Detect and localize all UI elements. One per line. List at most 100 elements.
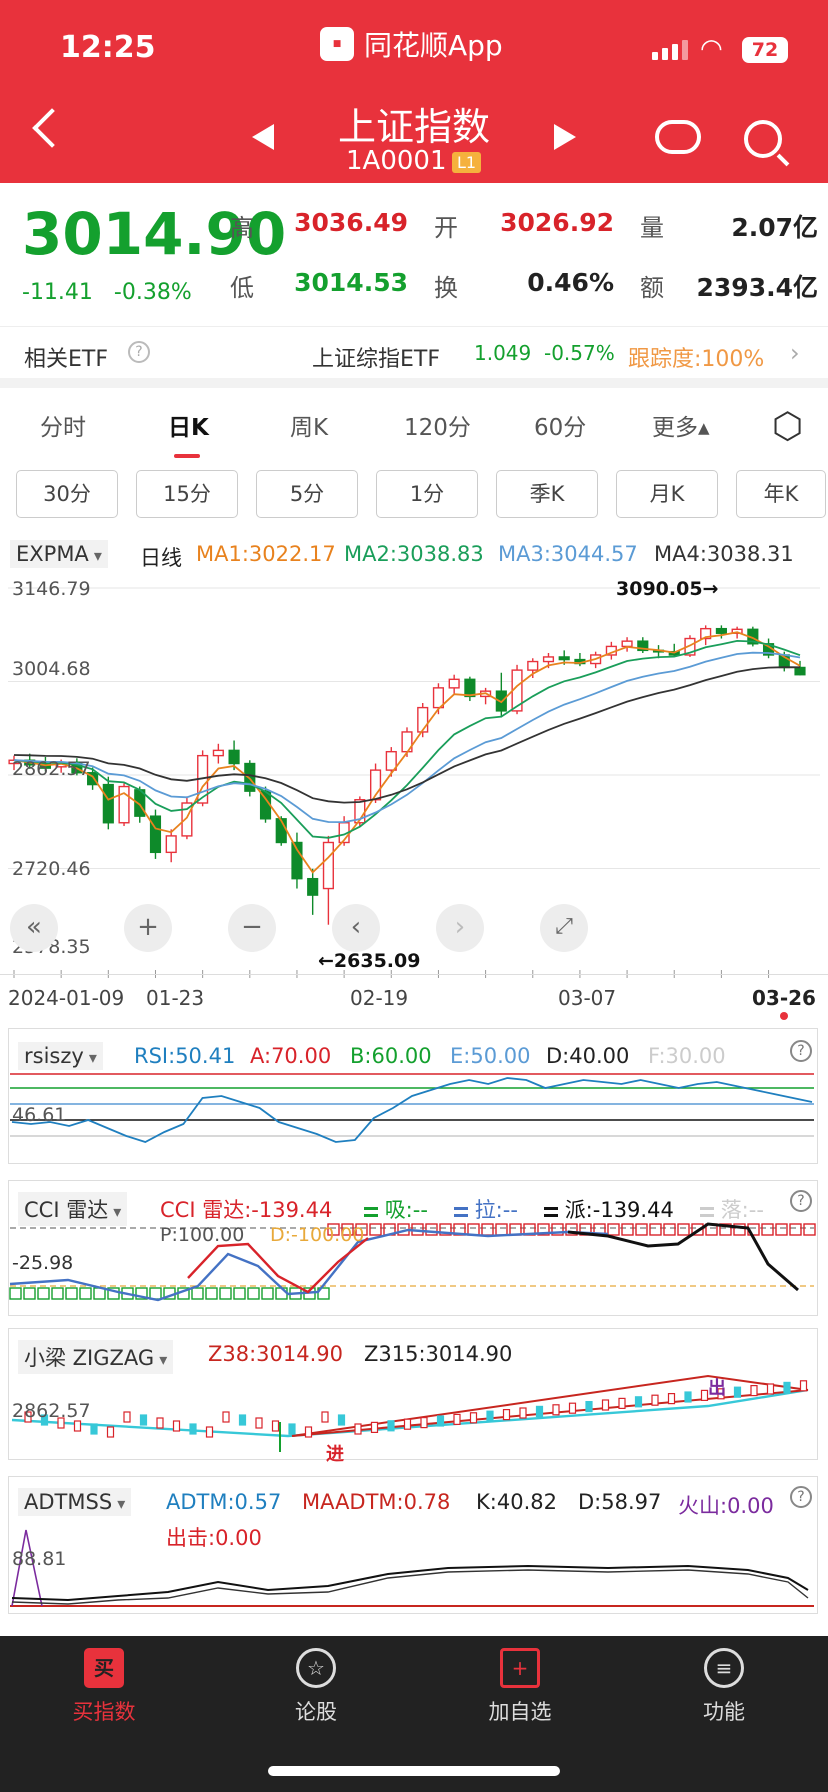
candle-body [385,750,397,771]
adtm-panel[interactable] [8,1476,818,1614]
zigzag-candle [370,1421,379,1434]
functions-label: 功能 [703,1700,745,1724]
period-quarter-k-button[interactable]: 季K [496,470,598,518]
zoom-in-button[interactable]: + [124,904,172,952]
zigzag-candle [57,1417,65,1429]
candle-body [228,749,240,765]
tab-daily-k[interactable]: 日K [168,415,209,441]
next-stock-button[interactable] [554,124,576,150]
battery-icon: 72 [742,37,788,63]
zigzag-candle [502,1408,511,1421]
add-watchlist-button[interactable]: + 加自选 [460,1648,580,1726]
period-15min-button[interactable]: 15分 [136,470,238,518]
adtm-dropdown[interactable]: ADTMSS [18,1488,132,1516]
cci-red-box [565,1223,578,1236]
back-button[interactable] [32,108,72,148]
related-etf-row[interactable]: 相关ETF ? 上证综指ETF 1.049 -0.57% 跟踪度:100% › [0,326,828,378]
zigzag-candle [700,1389,709,1401]
robot-icon[interactable] [655,120,701,154]
adtm-name: ADTMSS [24,1490,125,1514]
search-icon[interactable] [744,120,782,158]
period-5min-button[interactable]: 5分 [256,470,358,518]
tab-weekly-k[interactable]: 周K [290,415,329,441]
period-month-k-button[interactable]: 月K [616,470,718,518]
zigzag-y-label: 2862.57 [12,1400,91,1422]
zigzag-candle [486,1410,494,1422]
rsi-help-icon[interactable]: ? [790,1040,812,1062]
cci-green-box [261,1287,274,1300]
rsi-chart [10,1073,814,1143]
zigzag-panel[interactable] [8,1328,818,1460]
zigzag-candle [667,1393,676,1405]
cci-la-label: 拉:-- [474,1198,518,1222]
period-1min-button[interactable]: 1分 [376,470,478,518]
rsi-dropdown[interactable]: rsiszy [18,1042,103,1070]
cci-green-box [37,1287,50,1300]
cci-red-box [635,1223,648,1236]
cci-red-box [803,1223,816,1236]
tab-more[interactable]: 更多▴ [652,415,710,441]
change-percent: -0.38% [113,280,192,305]
zigzag-candle [453,1413,461,1426]
zigzag-candle [535,1405,544,1418]
cci-dropdown[interactable]: CCI 雷达 [18,1192,128,1226]
zigzag-candle [238,1414,247,1426]
app-name-label: 同花顺App [364,29,503,62]
fullscreen-button[interactable]: ⤢ [540,904,588,952]
adtm-help-icon[interactable]: ? [790,1486,812,1508]
functions-button[interactable]: ≡ 功能 [664,1648,784,1726]
cci-pai-label: 派:-139.44 [564,1198,674,1222]
cci-red-box [341,1223,354,1236]
prev-stock-button[interactable] [252,124,274,150]
zigzag-candle [601,1399,610,1411]
zigzag-candle [403,1418,412,1430]
candle-body [102,783,114,824]
buy-index-button[interactable]: 买 买指数 [44,1648,164,1726]
turnover-label: 换 [434,274,458,302]
ma2-line [13,639,801,839]
cci-panel[interactable] [8,1180,818,1316]
zigzag-candle [387,1420,395,1432]
zigzag-dropdown[interactable]: 小梁 ZIGZAG [18,1340,174,1374]
divider [0,378,828,388]
cci-red-box [425,1223,438,1236]
candle-body [794,666,806,676]
candle-body [700,627,712,640]
zigzag-candle [618,1397,626,1409]
cci-help-icon[interactable]: ? [790,1190,812,1212]
ma3-value: MA3:3044.57 [498,542,638,566]
period-30min-button[interactable]: 30分 [16,470,118,518]
collapse-left-button[interactable]: « [10,904,58,952]
turnover-value: 0.46% [527,268,614,297]
scroll-left-button[interactable]: ‹ [332,904,380,952]
zigzag-red-trend [291,1389,809,1437]
zigzag-candle [585,1401,593,1413]
candlestick-chart[interactable] [0,570,828,980]
info-icon[interactable]: ? [128,341,150,363]
tab-120min[interactable]: 120分 [404,415,471,441]
xi-legend-icon [364,1207,378,1217]
candle-body [322,841,334,890]
amount-label: 额 [640,274,664,302]
cci-green-box [205,1287,218,1300]
rsi-line [11,1077,813,1143]
rsi-d: D:40.00 [546,1044,630,1068]
settings-hex-icon[interactable]: ⬡ [772,406,804,447]
zigzag-candle [106,1426,115,1438]
candle-body [181,802,193,837]
period-year-k-button[interactable]: 年K [736,470,826,518]
tab-intraday[interactable]: 分时 [40,415,86,441]
discuss-button[interactable]: ☆ 论股 [256,1648,376,1726]
expma-dropdown[interactable]: EXPMA [10,540,108,568]
x-label-4: 03-07 [558,986,617,1010]
high-label: 高 [230,214,254,242]
zigzag-name: 小梁 ZIGZAG [24,1346,167,1370]
rsi-panel[interactable] [8,1028,818,1164]
tab-60min[interactable]: 60分 [534,415,587,441]
zoom-out-button[interactable]: − [228,904,276,952]
rsi-name: rsiszy [24,1044,97,1068]
cci-red-box [733,1223,746,1236]
scroll-right-button[interactable]: › [436,904,484,952]
cci-red-box [327,1223,340,1236]
adtm-y-label: 88.81 [12,1548,67,1570]
